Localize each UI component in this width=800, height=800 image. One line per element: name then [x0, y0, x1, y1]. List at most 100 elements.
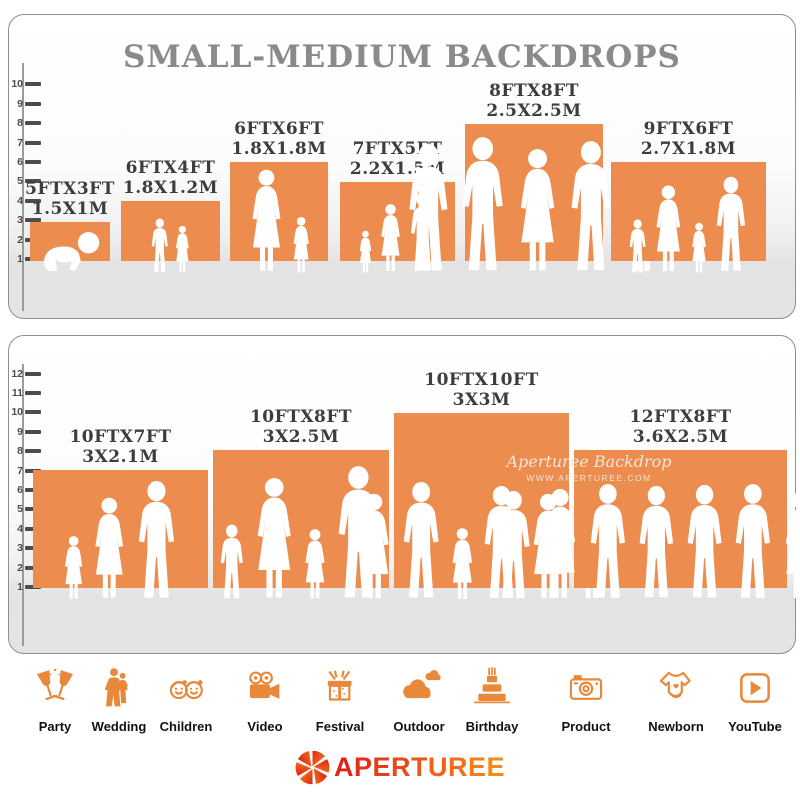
silhouette-group: [230, 168, 328, 273]
backdrop-size-label: 6FTX4FT 1.8X1.2M: [123, 158, 218, 198]
backdrop-size-label: 6FTX6FT 1.8X1.8M: [231, 119, 326, 159]
category-label: Video: [247, 719, 283, 734]
ruler-tick-3: 3: [9, 213, 41, 227]
youtube-icon: [732, 662, 778, 714]
ruler-tick-12: 12: [9, 367, 41, 381]
person-silhouette: [217, 524, 247, 600]
silhouette-group: [121, 218, 220, 273]
person-silhouette: [377, 203, 404, 273]
size-ft: 8FTX8FT: [489, 81, 579, 101]
children-icon: [163, 662, 209, 714]
silhouette-group: [465, 136, 603, 273]
person-silhouette: [527, 492, 569, 601]
category-label: Outdoor: [393, 719, 445, 734]
size-m: 1.8X1.2M: [122, 178, 219, 198]
size-m: 3.6X2.5M: [632, 427, 729, 447]
video-icon: [242, 662, 288, 714]
ruler-tick-10: 10: [9, 77, 41, 91]
size-m: 1.8X1.8M: [231, 139, 327, 159]
birthday-icon: [469, 662, 515, 714]
category-label: Festival: [315, 719, 365, 734]
person-silhouette: [149, 218, 171, 273]
backdrop-size-label: 7FTX5FT 2.2X1.5M: [350, 139, 445, 179]
backdrop-5ftx3ft: 5FTX3FT 1.5X1M: [25, 179, 114, 261]
brand-logo: APERTUREE: [0, 750, 800, 785]
backdrop-size-label: 5FTX3FT 1.5X1M: [25, 179, 115, 219]
watermark-url: WWW.APERTUREE.COM: [526, 473, 652, 483]
backdrop-6ftx6ft: 6FTX6FT 1.8X1.8M: [230, 119, 328, 261]
category-row: Party Wedding Children Video Festival Outdoor…: [0, 662, 800, 750]
backdrop-7ftx5ft: 7FTX5FT 2.2X1.5M: [340, 139, 455, 261]
size-ft: 5FTX3FT: [25, 179, 115, 199]
wedding-icon: [96, 662, 142, 714]
backdrop-size-label: 9FTX6FT 2.7X1.8M: [641, 119, 736, 159]
person-silhouette: [301, 528, 329, 600]
silhouette-group: [611, 176, 766, 273]
person-silhouette: [689, 222, 709, 273]
top-panel: SMALL-MEDIUM BACKDROPS 1 2 3 4 5 6 7 8 9 10 5FTX3…: [8, 14, 796, 319]
person-silhouette: [627, 219, 648, 273]
size-m: 2.2X1.5M: [349, 159, 446, 179]
person-silhouette: [513, 147, 562, 273]
watermark-script: Aperturee Backdrop: [506, 452, 672, 471]
size-m: 3X2.5M: [262, 427, 340, 447]
person-silhouette: [479, 485, 524, 601]
silhouette-group: [394, 481, 569, 600]
person-silhouette: [448, 527, 477, 601]
category-label: Wedding: [91, 719, 147, 734]
bottom-ruler-line: [22, 364, 24, 646]
backdrop-8ftx8ft: 8FTX8FT 2.5X2.5M: [465, 81, 603, 261]
top-ruler: 1 2 3 4 5 6 7 8 9 10: [9, 15, 53, 318]
size-ft: 6FTX6FT: [234, 119, 324, 139]
category-item-birthday: Birthday: [447, 662, 537, 734]
category-item-product: Product: [541, 662, 631, 734]
size-ft: 10FTX7FT: [69, 427, 172, 447]
person-silhouette: [250, 476, 298, 600]
category-item-party: Party: [10, 662, 100, 734]
category-label: Party: [38, 719, 72, 734]
brand-name: APERTUREE: [333, 752, 506, 782]
person-silhouette: [585, 483, 631, 600]
product-icon: [563, 662, 609, 714]
size-m: 2.7X1.8M: [640, 139, 737, 159]
category-label: YouTube: [728, 719, 782, 734]
person-silhouette: [332, 465, 385, 600]
party-icon: [32, 662, 78, 714]
person-silhouette: [565, 140, 617, 273]
ruler-tick-11: 11: [9, 386, 41, 400]
backdrop-10ftx7ft: 10FTX7FT 3X2.1M: [33, 427, 208, 588]
ruler-tick-8: 8: [9, 444, 41, 458]
person-silhouette: [173, 225, 192, 273]
person-silhouette: [398, 481, 444, 600]
backdrop-size-label: 8FTX8FT 2.5X2.5M: [486, 81, 581, 121]
size-ft: 9FTX6FT: [643, 119, 734, 139]
aperture-icon: [295, 750, 330, 785]
silhouette-group: [340, 192, 455, 273]
backdrop-12ftx8ft: 12FTX8FT 3.6X2.5M: [574, 407, 787, 588]
silhouette-group: [574, 483, 787, 600]
ruler-tick-7: 7: [9, 136, 41, 150]
backdrop-10ftx10ft: 10FTX10FT 3X3M: [394, 370, 569, 588]
page-title: SMALL-MEDIUM BACKDROPS: [123, 39, 681, 75]
bottom-panel: 1 2 3 4 5 6 7 8 9 10 11 12 10FTX7FT 3X2.1M 10FTX8FT…: [8, 335, 796, 654]
silhouette-group: [213, 465, 389, 600]
person-silhouette: [634, 485, 679, 600]
size-ft: 12FTX8FT: [629, 407, 732, 427]
size-m: 2.5X2.5M: [486, 101, 582, 121]
ruler-tick-10: 10: [9, 405, 41, 419]
category-item-festival: Festival: [295, 662, 385, 734]
backdrop-9ftx6ft: 9FTX6FT 2.7X1.8M: [611, 119, 766, 261]
person-silhouette: [779, 490, 800, 600]
person-silhouette: [651, 184, 686, 273]
backdrop-size-label: 10FTX8FT 3X2.5M: [250, 407, 352, 447]
category-item-outdoor: Outdoor: [374, 662, 464, 734]
category-label: Newborn: [648, 719, 704, 734]
festival-icon: [317, 662, 363, 714]
size-ft: 10FTX8FT: [249, 407, 353, 427]
person-silhouette: [133, 480, 180, 600]
category-item-video: Video: [220, 662, 310, 734]
size-ft: 7FTX5FT: [352, 139, 443, 159]
person-silhouette: [682, 484, 727, 600]
size-ft: 10FTX10FT: [424, 370, 539, 390]
